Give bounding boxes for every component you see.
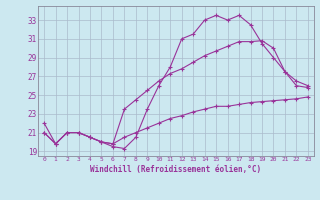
X-axis label: Windchill (Refroidissement éolien,°C): Windchill (Refroidissement éolien,°C) [91, 165, 261, 174]
